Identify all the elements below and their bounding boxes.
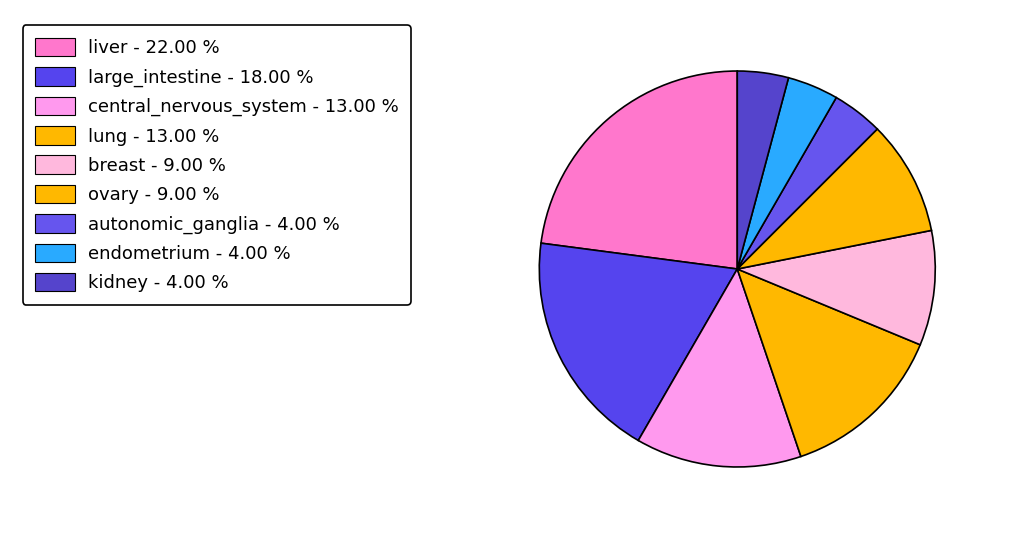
Legend: liver - 22.00 %, large_intestine - 18.00 %, central_nervous_system - 13.00 %, lu: liver - 22.00 %, large_intestine - 18.00…: [23, 25, 411, 305]
Wedge shape: [737, 129, 932, 269]
Wedge shape: [540, 243, 737, 441]
Wedge shape: [541, 71, 737, 269]
Wedge shape: [737, 269, 921, 456]
Wedge shape: [737, 71, 788, 269]
Wedge shape: [737, 230, 935, 345]
Wedge shape: [737, 78, 837, 269]
Wedge shape: [737, 97, 878, 269]
Wedge shape: [638, 269, 801, 467]
